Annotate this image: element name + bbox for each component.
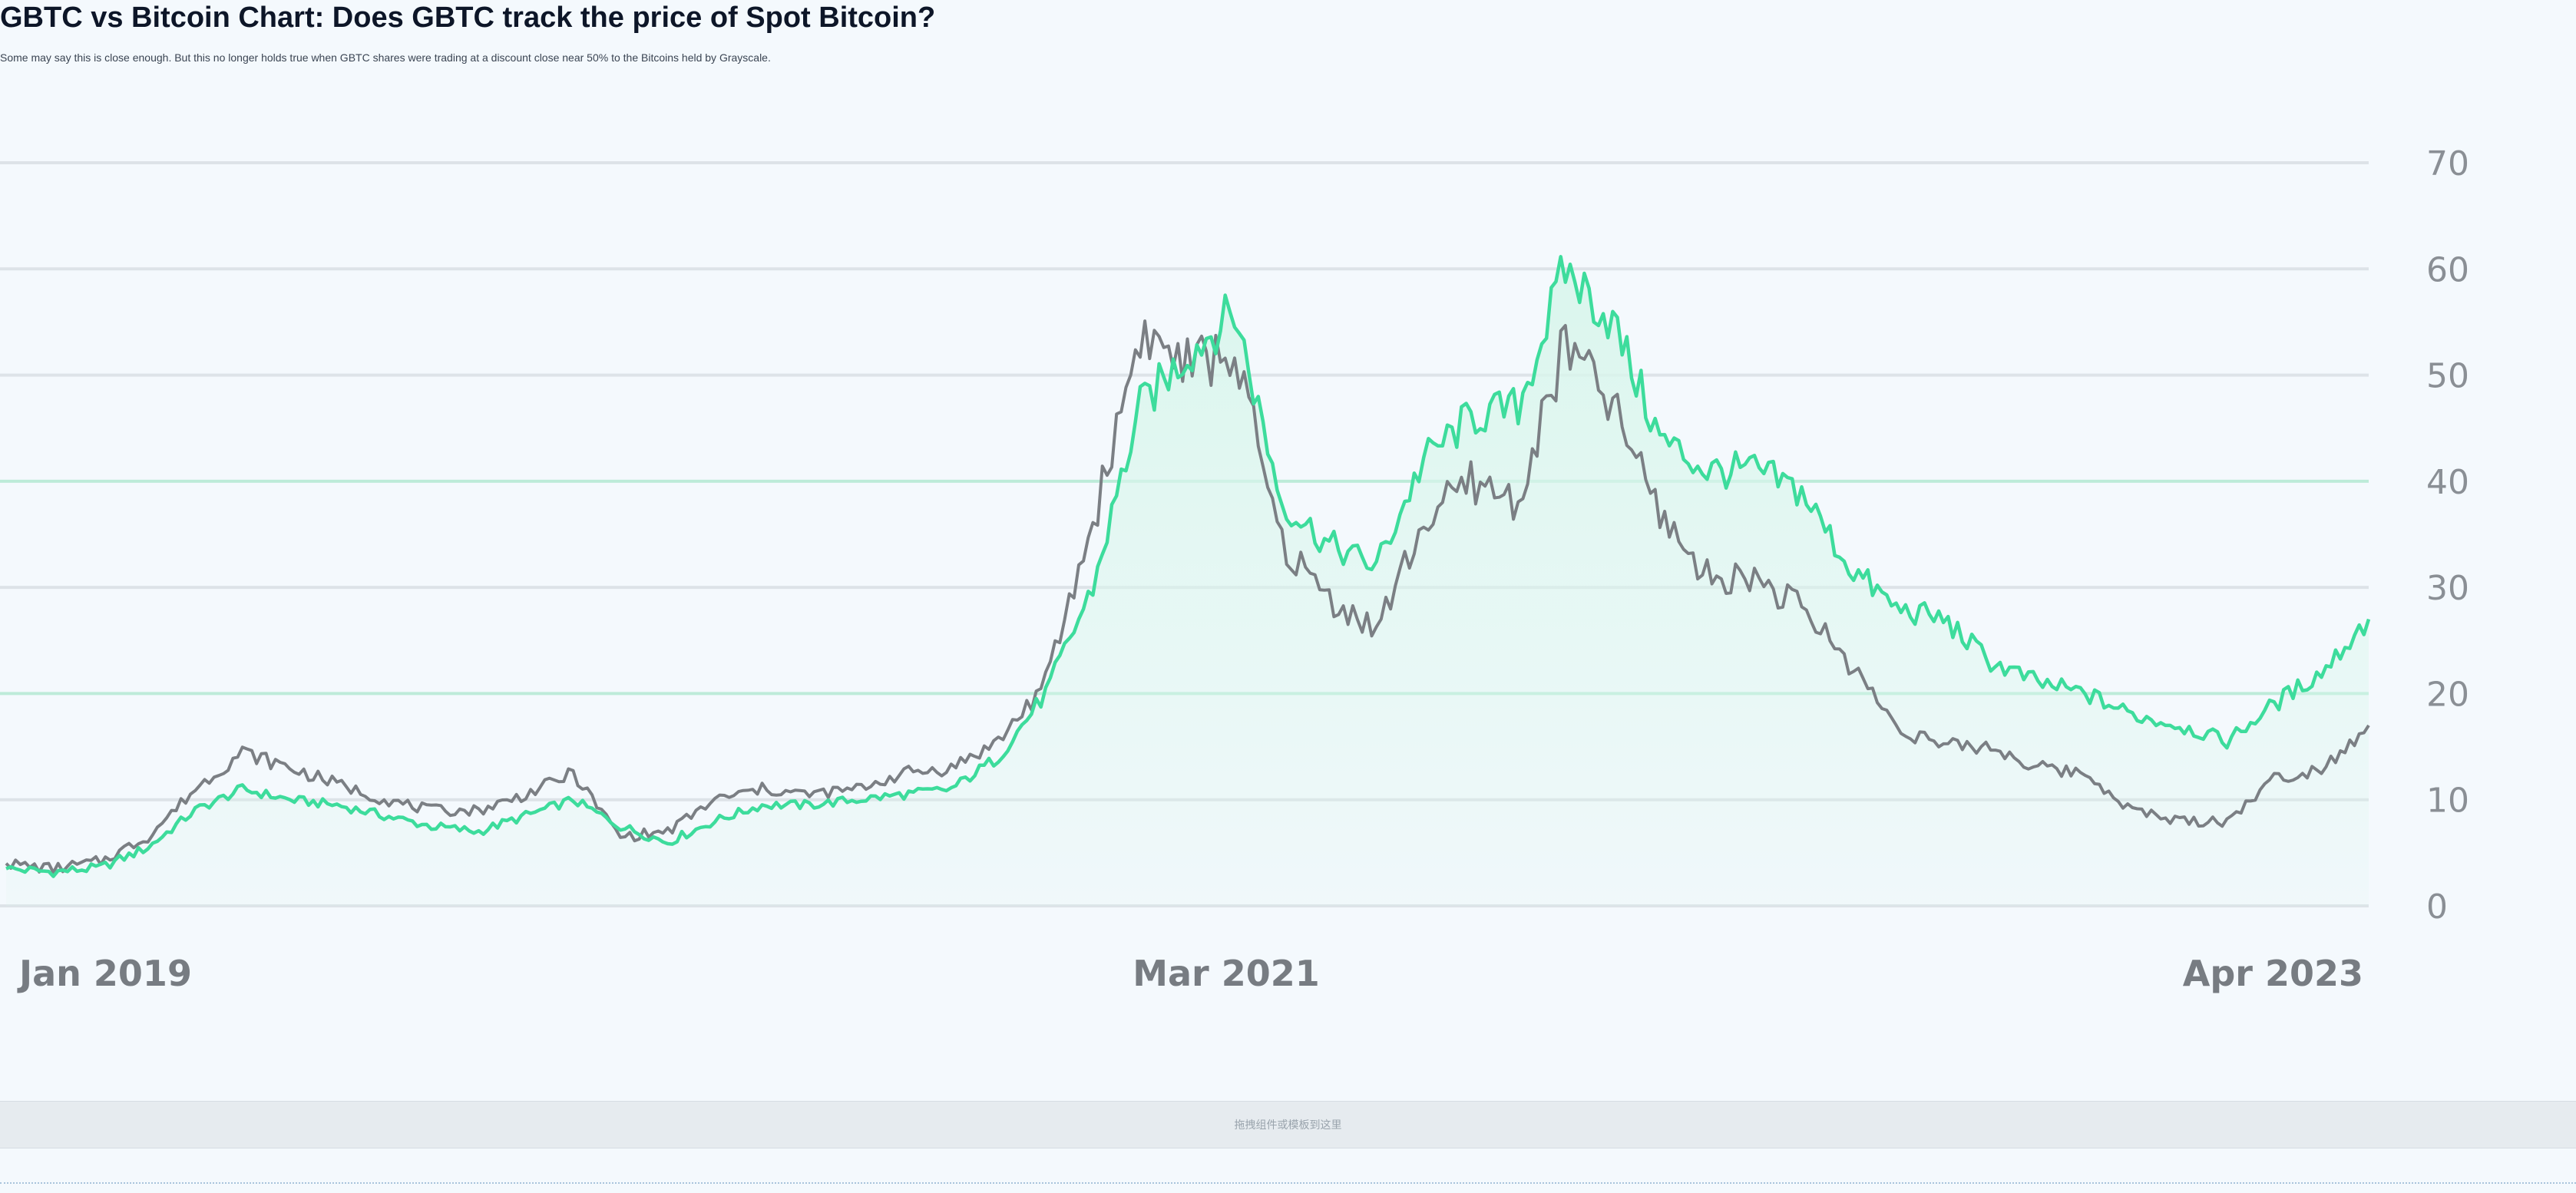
primary-series-area bbox=[6, 256, 2369, 906]
price-comparison-chart: 0 10 20 30 40 50 60 70 Jan 2019 Mar 2021 Apr 2023 bbox=[0, 144, 2469, 994]
area-layer bbox=[6, 256, 2369, 906]
y-tick-label: 50 bbox=[2426, 357, 2469, 396]
x-tick-label: Jan 2019 bbox=[17, 953, 192, 994]
secondary-series-line bbox=[5, 319, 2370, 874]
y-axis-ticks: 0 10 20 30 40 50 60 70 bbox=[2426, 144, 2469, 927]
x-axis-ticks: Jan 2019 Mar 2021 Apr 2023 bbox=[17, 953, 2363, 994]
x-tick-label: Apr 2023 bbox=[2183, 953, 2363, 994]
line-layer bbox=[5, 255, 2371, 878]
primary-series-line bbox=[5, 255, 2371, 878]
y-tick-label: 40 bbox=[2426, 463, 2469, 502]
x-tick-label: Mar 2021 bbox=[1133, 953, 1320, 994]
page-title: GBTC vs Bitcoin Chart: Does GBTC track t… bbox=[0, 2, 936, 34]
drop-zone-bar[interactable]: 拖拽组件或模板到这里 bbox=[0, 1101, 2576, 1148]
page-bottom-divider bbox=[0, 1182, 2576, 1184]
y-tick-label: 0 bbox=[2426, 887, 2448, 927]
y-tick-label: 20 bbox=[2426, 675, 2469, 714]
drop-zone-hint: 拖拽组件或模板到这里 bbox=[1234, 1119, 1342, 1131]
y-tick-label: 30 bbox=[2426, 569, 2469, 608]
y-tick-label: 70 bbox=[2426, 144, 2469, 183]
y-tick-label: 60 bbox=[2426, 250, 2469, 289]
page-subtitle: Some may say this is close enough. But t… bbox=[0, 51, 771, 64]
y-tick-label: 10 bbox=[2426, 782, 2469, 821]
